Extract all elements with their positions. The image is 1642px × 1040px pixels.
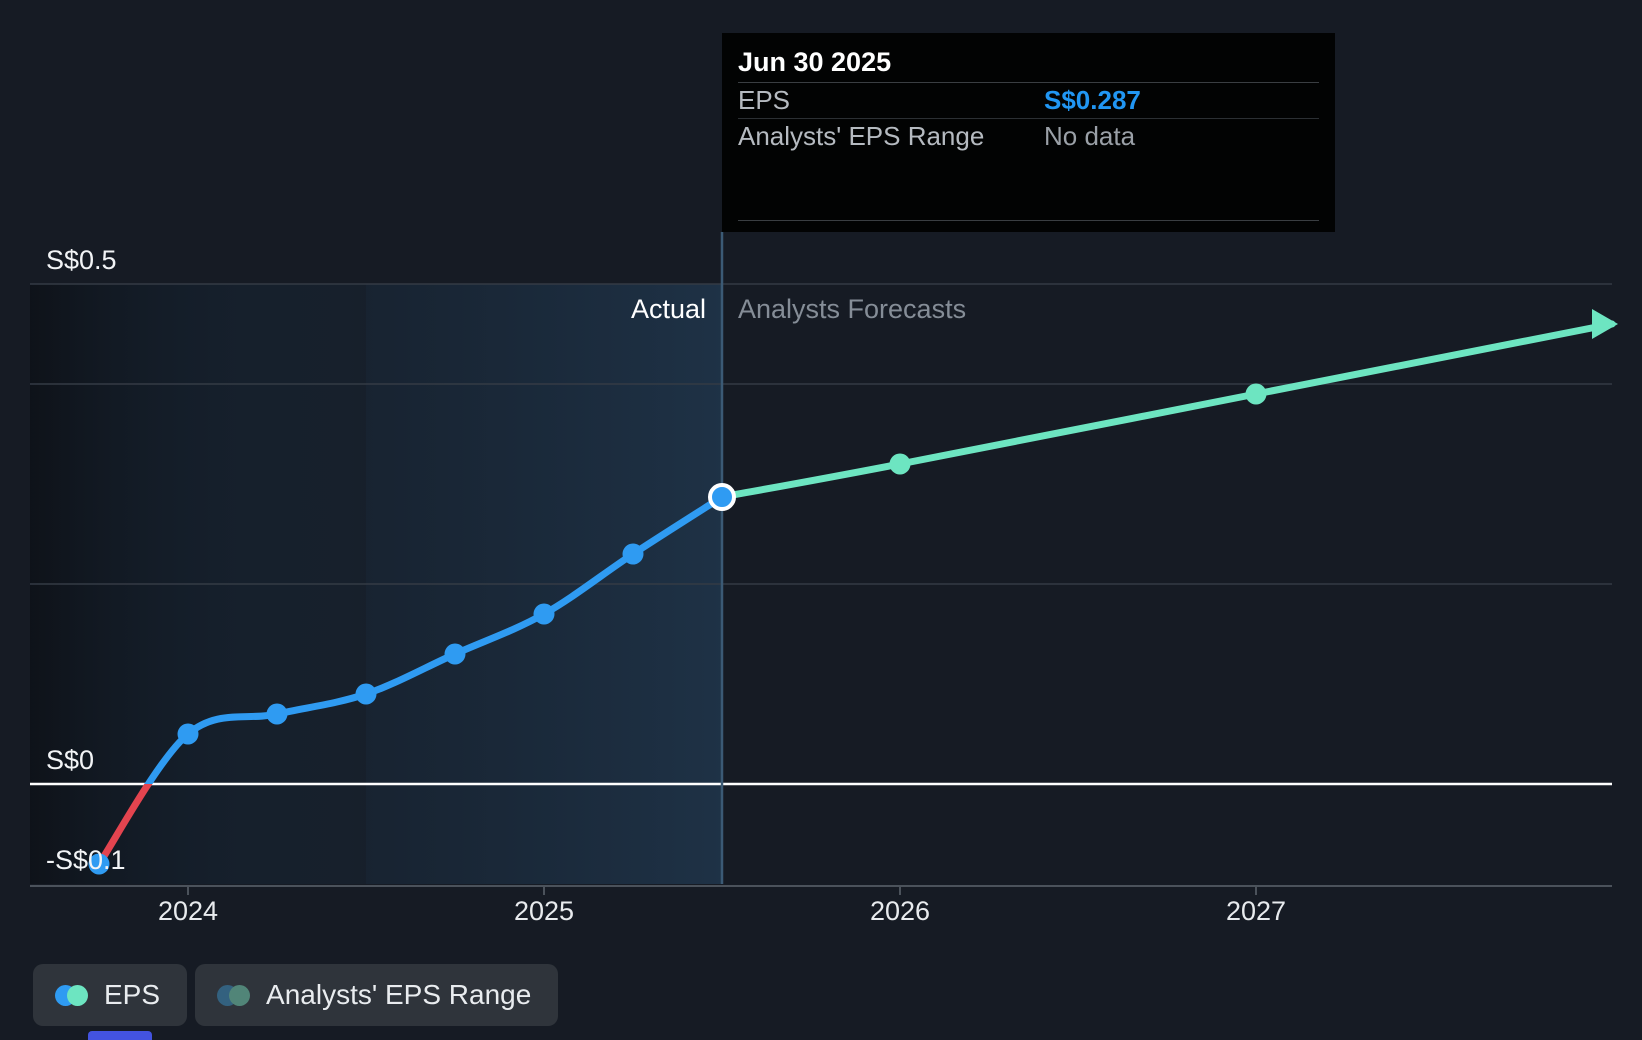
eps-data-point[interactable] <box>444 643 466 665</box>
tooltip-eps-value: S$0.287 <box>1044 85 1141 115</box>
legend-eps-dots-icon <box>55 984 88 1006</box>
chart-axis-labels: S$0.5 S$0 -S$0.1 2024 2025 2026 2027 Actual Anal… <box>46 245 1286 926</box>
forecast-data-point[interactable] <box>889 453 911 475</box>
y-axis-label: -S$0.1 <box>46 845 126 875</box>
eps-data-point[interactable] <box>266 703 288 725</box>
tooltip-range-value: No data <box>1044 121 1136 151</box>
chart-data-points[interactable] <box>88 383 1267 875</box>
highlighted-data-point[interactable] <box>708 483 736 511</box>
range-dot-icon-2 <box>229 984 251 1006</box>
tooltip-date: Jun 30 2025 <box>738 42 1319 83</box>
eps-data-point[interactable] <box>177 723 199 745</box>
legend-eps-label: EPS <box>104 979 161 1010</box>
tooltip-row-eps: EPS S$0.287 <box>738 83 1319 119</box>
eps-data-point[interactable] <box>533 603 555 625</box>
actual-label: Actual <box>631 294 706 324</box>
y-axis-label: S$0 <box>46 745 94 775</box>
partially-visible-blue-element[interactable] <box>88 1031 152 1040</box>
tooltip-spacer <box>738 154 1319 220</box>
y-axis-label: S$0.5 <box>46 245 117 275</box>
eps-line-forecast <box>718 320 1616 501</box>
chart-tooltip: Jun 30 2025 EPS S$0.287 Analysts' EPS Ra… <box>722 33 1335 232</box>
chart-gridlines <box>30 232 1612 895</box>
legend-item-eps-range[interactable]: Analysts' EPS Range <box>195 964 559 1026</box>
chart-legend: EPS Analysts' EPS Range <box>33 964 559 1026</box>
legend-range-dots-icon <box>217 984 251 1006</box>
eps-data-point[interactable] <box>355 683 377 705</box>
x-axis-label: 2027 <box>1226 896 1286 926</box>
legend-item-eps[interactable]: EPS <box>33 964 188 1026</box>
analysts-forecasts-label: Analysts Forecasts <box>738 294 966 324</box>
x-axis-label: 2025 <box>514 896 574 926</box>
legend-range-label: Analysts' EPS Range <box>266 979 532 1010</box>
x-axis-label: 2024 <box>158 896 218 926</box>
x-axis-label: 2026 <box>870 896 930 926</box>
forecast-arrow-icon <box>1592 309 1618 339</box>
eps-forecast-dot-icon <box>67 984 88 1006</box>
eps-data-point[interactable] <box>88 853 110 875</box>
tooltip-bottom-divider <box>738 220 1319 221</box>
tooltip-row-range: Analysts' EPS Range No data <box>738 119 1319 154</box>
tooltip-eps-label: EPS <box>738 85 791 115</box>
forecast-data-point[interactable] <box>1245 383 1267 405</box>
eps-data-point[interactable] <box>622 543 644 565</box>
tooltip-range-label: Analysts' EPS Range <box>738 121 985 151</box>
